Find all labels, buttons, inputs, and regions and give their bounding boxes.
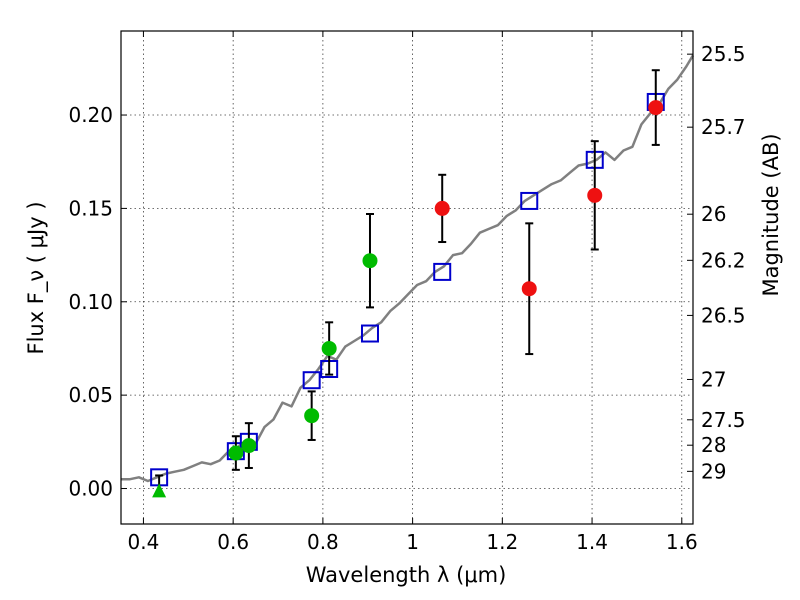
y-tick-label: 0.05	[68, 383, 113, 407]
x-axis-label: Wavelength λ (μm)	[306, 563, 507, 587]
data-circle-marker	[521, 281, 537, 297]
data-circle-marker	[228, 445, 244, 461]
data-circle-marker	[304, 408, 320, 424]
y-axis-label: Flux F_ν ( μJy )	[24, 201, 49, 354]
right-tick-label: 25.7	[701, 115, 746, 139]
right-tick-label: 27	[701, 367, 726, 391]
x-tick-label: 0.6	[217, 530, 249, 554]
right-tick-label: 25.5	[701, 42, 746, 66]
right-tick-label: 26.2	[701, 248, 746, 272]
right-tick-label: 26	[701, 202, 726, 226]
model-square-marker	[360, 324, 379, 343]
data-circle-marker	[362, 253, 378, 269]
right-tick-label: 29	[701, 459, 726, 483]
grid-lines	[121, 31, 693, 524]
series-layer	[121, 54, 695, 498]
y-tick-label: 0.00	[68, 477, 113, 501]
right-tick-label: 26.5	[701, 303, 746, 327]
x-tick-label: 1.6	[666, 530, 698, 554]
right-tick-label: 28	[701, 433, 726, 457]
y-tick-label: 0.20	[68, 103, 113, 127]
x-tick-label: 0.8	[307, 530, 339, 554]
data-circle-marker	[241, 438, 257, 454]
y-tick-label: 0.10	[68, 290, 113, 314]
data-circle-marker	[434, 200, 450, 216]
model-square-marker	[433, 262, 452, 281]
model-square-marker	[302, 371, 321, 390]
x-tick-label: 1.4	[576, 530, 608, 554]
x-tick-label: 0.4	[128, 530, 160, 554]
right-tick-label: 27.5	[701, 408, 746, 432]
right-axis-label: Magnitude (AB)	[759, 133, 783, 296]
data-circle-marker	[587, 187, 603, 203]
spectrum-line	[121, 54, 695, 483]
data-circle-marker	[321, 340, 337, 356]
plot-frame	[120, 30, 694, 525]
upper-limit-triangle-marker	[152, 483, 167, 498]
data-circle-marker	[648, 100, 664, 116]
model-square-marker	[520, 191, 539, 210]
axes: 0.4 0.6 0.8 1 1.2 1.4 1.6 0.00 0.05 0.10 0.15 0.20 2…	[68, 31, 746, 554]
y-tick-label: 0.15	[68, 196, 113, 220]
x-tick-label: 1	[406, 530, 419, 554]
x-tick-label: 1.2	[486, 530, 518, 554]
